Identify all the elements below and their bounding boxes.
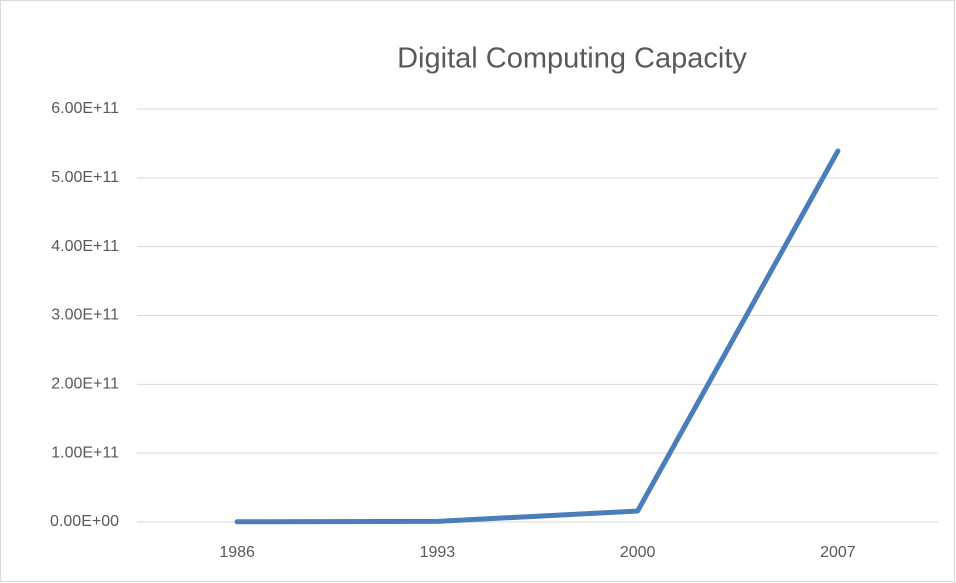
y-tick-label: 4.00E+11 [51, 238, 119, 255]
y-tick-label: 5.00E+11 [51, 169, 119, 186]
y-tick-label: 1.00E+11 [51, 444, 119, 461]
x-tick-label: 1986 [219, 544, 255, 561]
x-tick-label: 2007 [820, 544, 856, 561]
x-tick-label: 2000 [620, 544, 656, 561]
y-tick-label: 3.00E+11 [51, 307, 119, 324]
data-line [234, 148, 841, 525]
y-tick-label: 0.00E+00 [50, 513, 119, 530]
y-tick-label: 2.00E+11 [51, 376, 119, 393]
y-tick-label: 6.00E+11 [51, 100, 119, 117]
chart-title: Digital Computing Capacity [397, 43, 747, 75]
x-tick-label: 1993 [420, 544, 456, 561]
